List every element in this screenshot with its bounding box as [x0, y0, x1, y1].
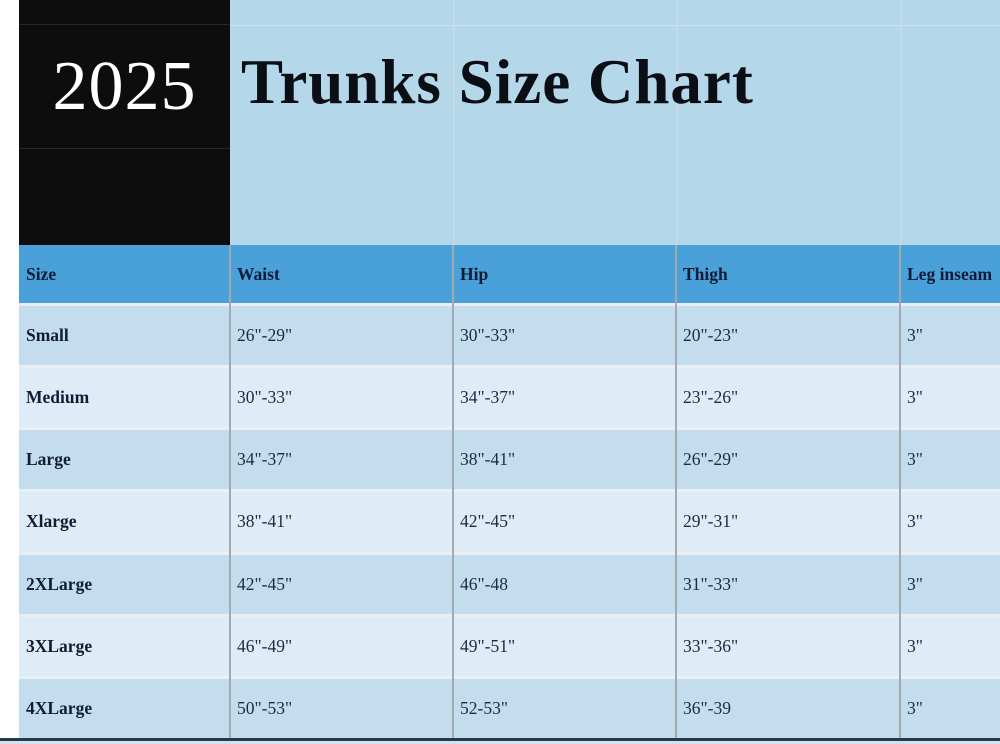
- header-cell-thigh: Thigh: [683, 263, 728, 284]
- bottom-border-line: [0, 738, 1000, 741]
- thigh-cell: 20"-23": [683, 325, 739, 346]
- table-row-2xlarge: 2XLarge 42"-45" 46"-48 31"-33" 3": [19, 551, 1000, 614]
- table-header-row: Size Waist Hip Thigh Leg inseam: [19, 245, 1000, 303]
- hip-cell: 38"-41": [460, 449, 516, 470]
- header-cell-waist: Waist: [237, 263, 280, 284]
- content-area: 2025 Trunks Size Chart Size Waist Hip Th…: [19, 0, 1000, 738]
- leg-inseam-cell: 3": [907, 635, 923, 656]
- column-separator: [452, 245, 454, 738]
- table-row-medium: Medium 30"-33" 34"-37" 23"-26" 3": [19, 365, 1000, 428]
- size-cell: 4XLarge: [26, 697, 93, 718]
- page-title: Trunks Size Chart: [241, 47, 754, 117]
- size-cell: 3XLarge: [26, 635, 93, 656]
- hip-cell: 42"-45": [460, 511, 516, 532]
- column-separator: [899, 245, 901, 738]
- size-cell: Large: [26, 449, 71, 470]
- waist-cell: 46"-49": [237, 635, 293, 656]
- table-row-3xlarge: 3XLarge 46"-49" 49"-51" 33"-36" 3": [19, 613, 1000, 676]
- table-row-large: Large 34"-37" 38"-41" 26"-29" 3": [19, 427, 1000, 490]
- hip-cell: 34"-37": [460, 387, 516, 408]
- table-row-xlarge: Xlarge 38"-41" 42"-45" 29"-31" 3": [19, 489, 1000, 552]
- column-separator: [229, 245, 231, 738]
- hip-cell: 52-53": [460, 697, 508, 718]
- thigh-cell: 33"-36": [683, 635, 739, 656]
- banner-column-separator: [676, 0, 678, 245]
- column-separator: [675, 245, 677, 738]
- size-cell: Xlarge: [26, 511, 77, 532]
- year-box-bottom-cell: [19, 149, 230, 245]
- thigh-cell: 26"-29": [683, 449, 739, 470]
- leg-inseam-cell: 3": [907, 697, 923, 718]
- leg-inseam-cell: 3": [907, 325, 923, 346]
- size-cell: Medium: [26, 387, 90, 408]
- year-box-middle-cell: 2025: [19, 25, 230, 149]
- waist-cell: 38"-41": [237, 511, 293, 532]
- leg-inseam-cell: 3": [907, 573, 923, 594]
- waist-cell: 34"-37": [237, 449, 293, 470]
- header-cell-hip: Hip: [460, 263, 489, 284]
- thigh-cell: 31"-33": [683, 573, 739, 594]
- table-row-small: Small 26"-29" 30"-33" 20"-23" 3": [19, 303, 1000, 366]
- banner-grid-hline: [230, 25, 1000, 26]
- leg-inseam-cell: 3": [907, 387, 923, 408]
- size-cell: 2XLarge: [26, 573, 93, 594]
- banner: 2025 Trunks Size Chart: [19, 0, 1000, 245]
- waist-cell: 42"-45": [237, 573, 293, 594]
- year-box: 2025: [19, 0, 230, 245]
- hip-cell: 30"-33": [460, 325, 516, 346]
- waist-cell: 50"-53": [237, 697, 293, 718]
- waist-cell: 30"-33": [237, 387, 293, 408]
- year-text: 2025: [52, 47, 197, 125]
- banner-column-separator: [900, 0, 902, 245]
- waist-cell: 26"-29": [237, 325, 293, 346]
- thigh-cell: 36"-39: [683, 697, 731, 718]
- hip-cell: 46"-48: [460, 573, 508, 594]
- bottom-edge-strip: [0, 741, 1000, 744]
- leg-inseam-cell: 3": [907, 511, 923, 532]
- header-cell-leg-inseam: Leg inseam: [907, 263, 993, 284]
- banner-column-separator: [453, 0, 455, 245]
- hip-cell: 49"-51": [460, 635, 516, 656]
- thigh-cell: 23"-26": [683, 387, 739, 408]
- thigh-cell: 29"-31": [683, 511, 739, 532]
- table-body: Small 26"-29" 30"-33" 20"-23" 3" Medium …: [19, 303, 1000, 738]
- year-box-top-cell: [19, 0, 230, 25]
- table-row-4xlarge: 4XLarge 50"-53" 52-53" 36"-39 3": [19, 675, 1000, 738]
- header-cell-size: Size: [26, 263, 57, 284]
- size-cell: Small: [26, 325, 69, 346]
- leg-inseam-cell: 3": [907, 449, 923, 470]
